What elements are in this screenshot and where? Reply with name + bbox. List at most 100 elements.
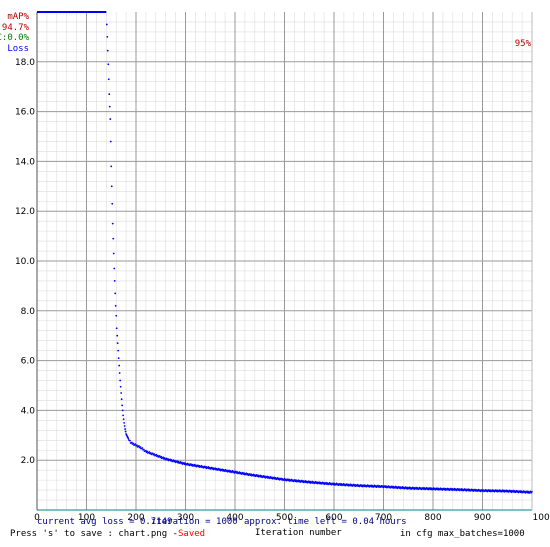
loss-point (398, 485, 400, 488)
loss-point (527, 490, 530, 493)
loss-point (156, 454, 159, 457)
loss-point (153, 453, 156, 455)
loss-point (406, 486, 409, 489)
loss-point (195, 464, 197, 466)
loss-point (214, 467, 216, 469)
loss-point (112, 252, 115, 255)
loss-point (105, 23, 108, 26)
loss-point (188, 463, 190, 465)
loss-point (353, 483, 355, 486)
x-tick-label: 0 (34, 513, 40, 523)
loss-point (396, 486, 398, 488)
loss-point (335, 482, 338, 485)
loss-point (120, 392, 123, 394)
y-tick-label: 2.0 (21, 456, 36, 466)
loss-point (529, 490, 532, 493)
loss-point (510, 489, 513, 492)
loss-point (117, 357, 120, 360)
loss-point (243, 472, 246, 474)
loss-point (106, 36, 109, 38)
loss-point (337, 482, 339, 485)
loss-point (273, 476, 275, 479)
loss-point (115, 327, 118, 330)
loss-point (107, 63, 110, 66)
loss-point (219, 468, 221, 470)
y-tick-label: 8.0 (21, 307, 36, 317)
loss-point (198, 464, 201, 467)
loss-point (143, 448, 145, 451)
loss-point (346, 483, 348, 485)
loss-point (212, 467, 215, 469)
x-tick-label: 200 (127, 513, 144, 523)
loss-point (254, 473, 256, 476)
loss-point (301, 479, 303, 482)
loss-point (129, 439, 131, 442)
loss-point (183, 461, 185, 464)
loss-point (271, 476, 273, 479)
loss-point (404, 486, 407, 488)
x-tick-label: 800 (424, 513, 441, 523)
right-percent-label: 95% (515, 39, 532, 49)
loss-point (295, 479, 298, 482)
loss-point (155, 453, 158, 456)
loss-point (326, 482, 329, 484)
loss-point (109, 140, 112, 143)
loss-point (323, 481, 325, 484)
loss-point (165, 457, 168, 460)
y-axis-ticks: 2.0 4.0 6.0 8.0 10.0 12.0 14.0 16.0 18.0 (15, 58, 35, 466)
loss-point (294, 478, 296, 481)
loss-point (347, 483, 350, 486)
loss-point (123, 421, 126, 424)
loss-point (328, 482, 331, 484)
y-tick-label: 18.0 (15, 58, 35, 68)
x-axis-label: Iteration number (255, 528, 342, 538)
loss-point (526, 490, 528, 492)
loss-point (110, 165, 113, 168)
loss-point (139, 446, 142, 448)
loss-point (394, 485, 397, 488)
x-tick-label: 300 (177, 513, 194, 523)
loss-point (162, 456, 165, 458)
loss-point (108, 93, 111, 96)
loss-point (200, 464, 203, 467)
loss-point (122, 418, 125, 421)
loss-series (37, 11, 533, 494)
loss-point (311, 480, 314, 483)
loss-point (146, 450, 149, 453)
loss-point (229, 470, 232, 472)
plot-frame (36, 12, 533, 511)
loss-point (512, 489, 514, 492)
loss-point (267, 476, 270, 478)
loss-point (278, 477, 280, 480)
time-left: approx. time left = 0.04 hours (244, 517, 407, 527)
loss-point (249, 472, 251, 475)
loss-point (333, 482, 336, 485)
loss-point (292, 479, 294, 481)
loss-point (163, 457, 166, 459)
loss-point (207, 466, 210, 468)
loss-point (191, 463, 194, 466)
loss-point (297, 479, 300, 481)
loss-point (210, 466, 213, 469)
y-tick-label: 16.0 (15, 108, 35, 118)
loss-point (304, 480, 307, 482)
current-avg-loss: current avg loss = 0.7149 (37, 517, 172, 527)
loss-point (119, 379, 122, 382)
loss-point (111, 222, 114, 225)
loss-point (399, 486, 402, 488)
loss-point (344, 483, 346, 485)
loss-point (179, 460, 182, 463)
y-tick-label: 10.0 (15, 257, 35, 267)
loss-point (354, 483, 357, 486)
loss-point (321, 481, 324, 484)
loss-point (330, 482, 332, 485)
saved-status: Saved (178, 529, 205, 539)
loss-point (242, 471, 244, 474)
loss-point (134, 443, 137, 445)
loss-point (290, 478, 293, 481)
loss-point (107, 78, 110, 81)
loss-point (264, 475, 266, 478)
loss-point (402, 486, 405, 489)
loss-point (387, 485, 390, 487)
